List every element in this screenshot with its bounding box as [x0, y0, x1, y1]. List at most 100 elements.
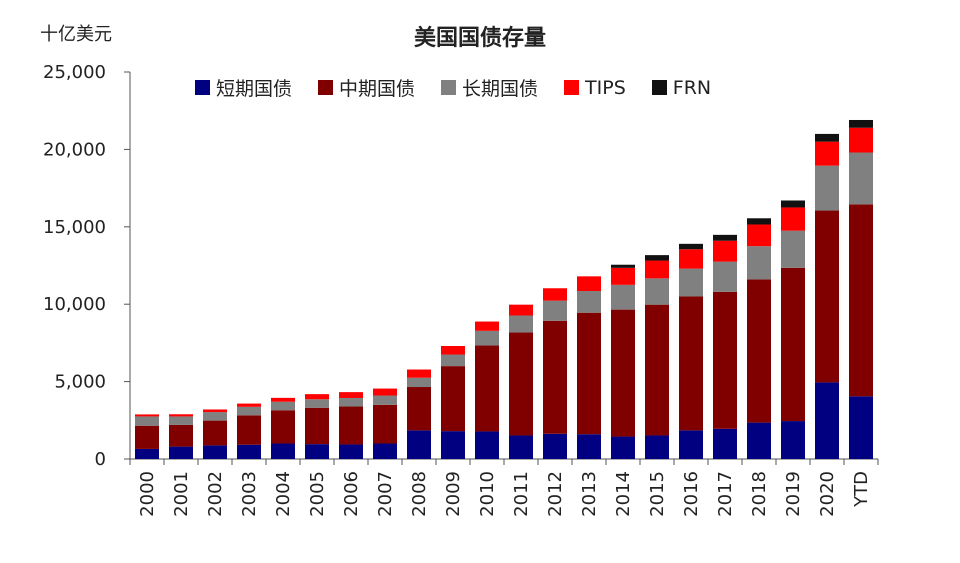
x-tick-label: 2016	[681, 471, 702, 517]
bar-segment	[611, 267, 635, 285]
x-tick-label: 2019	[783, 471, 804, 517]
bar-segment	[815, 133, 839, 142]
bar-segment	[611, 284, 635, 310]
y-tick-label: 0	[95, 449, 106, 470]
bar-segment	[747, 422, 771, 459]
bar-segment	[169, 416, 193, 425]
bar-segment	[611, 264, 635, 268]
x-tick-label: 2009	[443, 471, 464, 517]
bar-segment	[781, 207, 805, 231]
bar-segment	[679, 249, 703, 269]
bar-segment	[135, 414, 159, 417]
bar-segment	[305, 444, 329, 459]
bar-segment	[713, 234, 737, 241]
bar-segment	[203, 445, 227, 459]
bar-segment	[645, 255, 669, 261]
bar-segment	[611, 309, 635, 437]
x-tick-label: 2012	[545, 471, 566, 517]
x-tick-label: 2007	[375, 471, 396, 517]
bar-segment	[407, 387, 431, 431]
x-tick-label: 2005	[307, 471, 328, 517]
legend-swatch	[564, 80, 580, 95]
bar-segment	[543, 320, 567, 434]
x-tick-label: 2018	[749, 471, 770, 517]
bar-segment	[475, 431, 499, 459]
bar-segment	[373, 388, 397, 396]
bar-segment	[339, 398, 363, 407]
x-tick-label: 2000	[137, 471, 158, 517]
legend-item: 长期国债	[441, 74, 538, 101]
bar-segment	[271, 397, 295, 402]
bar-segment	[407, 369, 431, 378]
bar-segment	[305, 399, 329, 408]
legend: 短期国债 中期国债 长期国债 TIPS FRN	[195, 74, 711, 101]
bar-segment	[849, 396, 873, 459]
bar-segment	[713, 291, 737, 429]
bar-segment	[407, 377, 431, 388]
bar-segment	[815, 382, 839, 459]
bar-segment	[543, 300, 567, 321]
bar-segment	[237, 444, 261, 459]
bar-segment	[815, 210, 839, 383]
y-tick-label: 20,000	[43, 139, 106, 160]
bar-segment	[747, 224, 771, 247]
legend-label: TIPS	[585, 76, 626, 99]
bar-segment	[645, 278, 669, 305]
bar-segment	[169, 414, 193, 417]
x-tick-label: YTD	[851, 471, 872, 508]
bar-segment	[169, 446, 193, 459]
y-tick-label: 25,000	[43, 62, 106, 83]
bar-segment	[305, 394, 329, 400]
y-tick-label: 15,000	[43, 217, 106, 238]
bar-segment	[611, 436, 635, 459]
bar-segment	[441, 354, 465, 367]
bar-segment	[135, 448, 159, 459]
bar-segment	[577, 276, 601, 292]
legend-swatch	[195, 80, 210, 95]
bar-segment	[849, 204, 873, 397]
bar-segment	[135, 416, 159, 426]
bar-segment	[135, 425, 159, 449]
bar-segment	[781, 200, 805, 208]
x-tick-label: 2013	[579, 471, 600, 517]
bar-segment	[237, 406, 261, 416]
unit-label: 十亿美元	[40, 24, 112, 45]
bar-segment	[815, 141, 839, 166]
bar-segment	[271, 410, 295, 444]
x-tick-label: 2003	[239, 471, 260, 517]
bar-segment	[237, 403, 261, 407]
bar-segment	[815, 165, 839, 211]
bar-segment	[747, 218, 771, 225]
bar-segment	[543, 288, 567, 301]
x-tick-label: 2020	[817, 471, 838, 517]
x-tick-label: 2004	[273, 471, 294, 517]
bar-segment	[849, 127, 873, 153]
bar-segment	[781, 267, 805, 422]
legend-label: 短期国债	[216, 78, 293, 100]
x-tick-label: 2011	[511, 471, 532, 517]
legend-swatch	[651, 80, 667, 95]
bar-segment	[203, 420, 227, 446]
x-tick-label: 2015	[647, 471, 668, 517]
legend-item: 短期国债	[195, 74, 292, 101]
legend-label: FRN	[672, 76, 712, 99]
legend-label: 中期国债	[339, 78, 416, 100]
bar-segment	[509, 435, 533, 459]
legend-swatch	[318, 80, 334, 95]
bar-segment	[441, 366, 465, 432]
bar-segment	[169, 424, 193, 447]
bar-segment	[407, 430, 431, 459]
bar-segment	[849, 119, 873, 128]
x-tick-label: 2008	[409, 471, 430, 517]
y-tick-label: 5,000	[54, 372, 106, 393]
bar-segment	[237, 415, 261, 445]
bar-segment	[679, 430, 703, 459]
bar-segment	[339, 444, 363, 459]
chart-title: 美国国债存量	[413, 26, 546, 51]
bar-segment	[849, 152, 873, 205]
legend-item: 中期国债	[318, 74, 415, 101]
legend-item: TIPS	[564, 77, 626, 99]
bar-segment	[747, 279, 771, 423]
bar-segment	[203, 412, 227, 421]
